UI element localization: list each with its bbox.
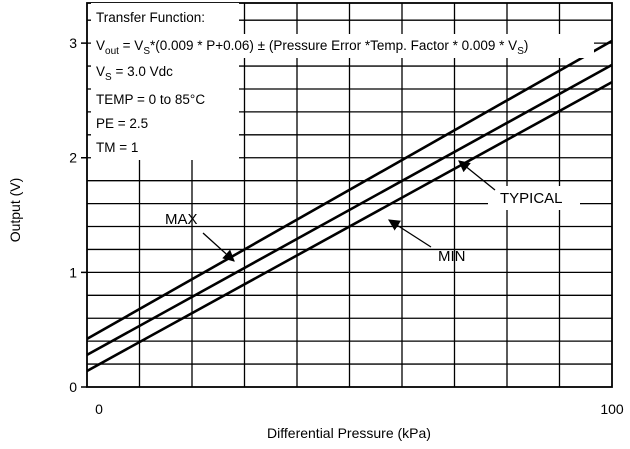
pressure-error-line: PE = 2.5 <box>96 116 148 131</box>
info-box-background <box>91 3 239 160</box>
formula-vs-subscript: S <box>143 46 150 57</box>
temp-range-line: TEMP = 0 to 85°C <box>96 92 205 107</box>
info-box-title: Transfer Function: <box>96 10 205 25</box>
series-line-min <box>86 80 613 373</box>
series-line-typical <box>86 63 613 357</box>
formula-body: *(0.009 * P+0.06) ± (Pressure Error *Tem… <box>150 38 517 53</box>
plot-frame <box>86 2 613 388</box>
max-annotation-label: MAX <box>165 211 198 228</box>
vs-value: = 3.0 Vdc <box>112 64 173 79</box>
typical-label-background <box>488 186 580 210</box>
x-tick-label: 0 <box>95 401 103 417</box>
x-tick-label: 100 <box>600 401 624 417</box>
formula-end-subscript: S <box>517 46 524 57</box>
transfer-function-box: Transfer Function: Vout = VS*(0.009 * P+… <box>91 3 594 160</box>
transfer-function-formula: Vout = VS*(0.009 * P+0.06) ± (Pressure E… <box>96 38 528 57</box>
formula-vout-subscript: out <box>105 46 119 57</box>
vs-symbol: V <box>96 64 105 79</box>
temp-multiplier-line: TM = 1 <box>96 140 138 155</box>
series-layer <box>86 39 613 373</box>
y-tick-label: 2 <box>69 150 77 166</box>
formula-vout: V <box>96 38 105 53</box>
series-line-max <box>86 39 613 340</box>
max-annotation-arrow <box>202 232 235 262</box>
y-axis-label: Output (V) <box>7 178 23 243</box>
tick-labels: 0 1 2 3 0 100 <box>69 35 624 417</box>
formula-close: ) <box>524 38 529 53</box>
formula-equals-vs: = V <box>119 38 143 53</box>
min-annotation-label: MIN <box>438 248 466 265</box>
grid-lines <box>87 3 612 387</box>
y-tick-label: 3 <box>69 35 77 51</box>
typical-annotation-arrow <box>458 160 496 191</box>
min-annotation-arrow <box>388 219 432 248</box>
y-tick-label: 0 <box>69 379 77 395</box>
x-axis-label: Differential Pressure (kPa) <box>267 425 431 441</box>
typical-annotation-label: TYPICAL <box>500 190 563 207</box>
y-tick-label: 1 <box>69 264 77 280</box>
annotations: MAX TYPICAL MIN <box>165 160 580 265</box>
vs-subscript: S <box>105 72 112 83</box>
supply-voltage-line: VS = 3.0 Vdc <box>96 64 173 83</box>
formula-strip-background <box>91 34 594 58</box>
